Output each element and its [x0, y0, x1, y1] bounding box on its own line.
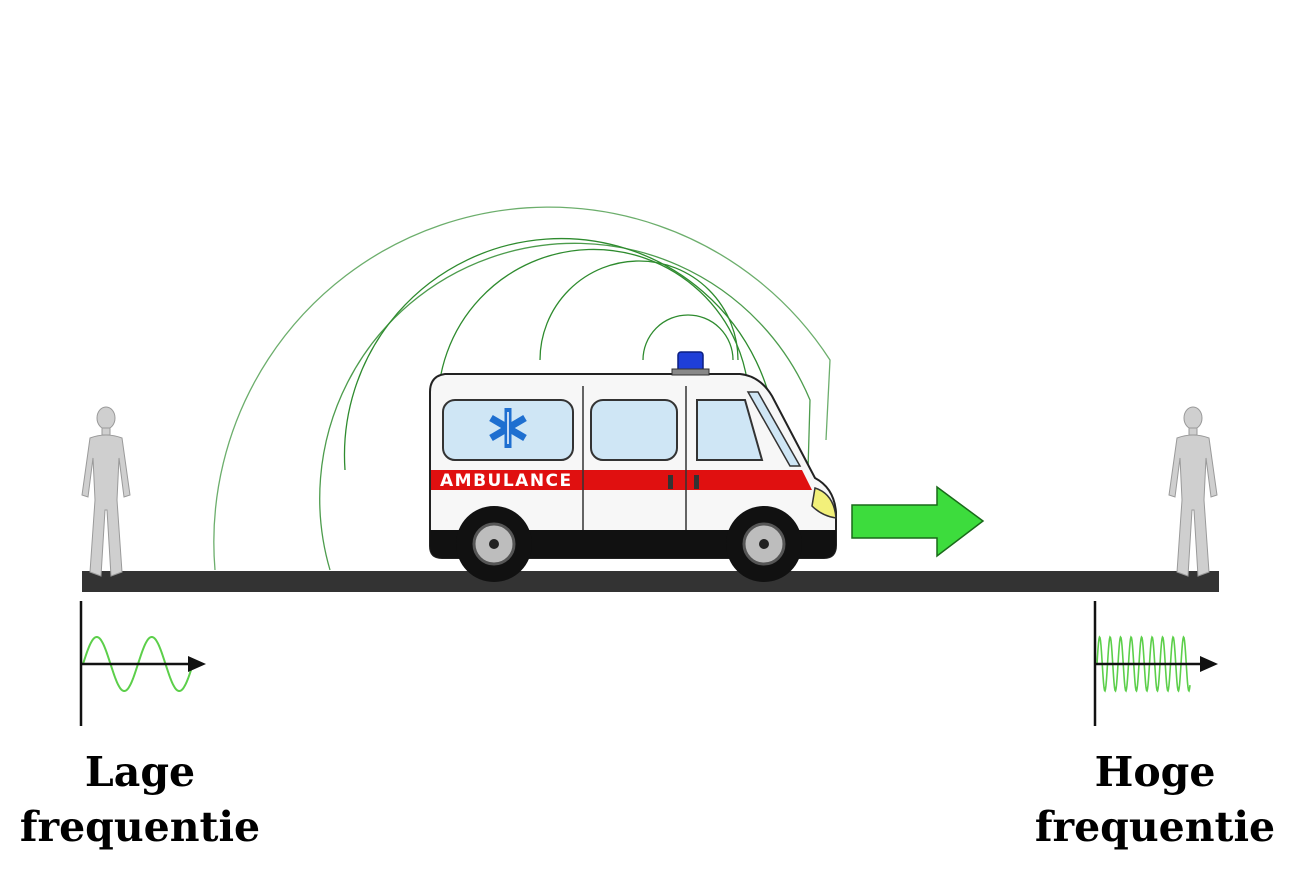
windshield [746, 391, 802, 467]
middle-window [590, 399, 678, 461]
front-window [696, 399, 764, 461]
wavefront-3 [437, 248, 750, 411]
right-high-frequency-wave [1096, 635, 1191, 693]
wavefront-5 [319, 242, 811, 571]
headlight [811, 487, 837, 519]
left-label-line-1: Lage [85, 748, 195, 796]
siren-light-icon [671, 351, 710, 376]
right-signal-plot [1093, 601, 1218, 726]
wavefront-6 [213, 206, 831, 571]
right-observer [1168, 406, 1218, 577]
door-handle [694, 475, 699, 489]
right-label-line-1: Hoge [1095, 748, 1216, 796]
person-silhouette-icon [1168, 406, 1218, 577]
rear-wheel [456, 506, 532, 582]
left-low-frequency-wave [82, 636, 193, 692]
right-arrow-icon [851, 485, 985, 558]
right-axis-arrowhead [1200, 656, 1218, 672]
ambulance-side-text: AMBULANCE [440, 471, 573, 491]
left-axis-arrowhead [188, 656, 206, 672]
person-silhouette-icon [81, 406, 131, 577]
left-label-line-2: frequentie [20, 803, 260, 851]
wavefront-4 [343, 237, 778, 480]
road [82, 571, 1219, 592]
front-wheel [726, 506, 802, 582]
left-observer [81, 406, 131, 577]
ambulance-stripe [431, 470, 812, 490]
left-signal-plot [79, 601, 206, 726]
wavefront-2 [539, 260, 739, 361]
star-of-life-icon [489, 408, 527, 448]
right-label-line-2: frequentie [1035, 803, 1275, 851]
ambulance: AMBULANCE [429, 351, 837, 582]
wavefront-1 [642, 314, 734, 361]
door-handle [668, 475, 673, 489]
sound-wavefronts [213, 206, 831, 571]
